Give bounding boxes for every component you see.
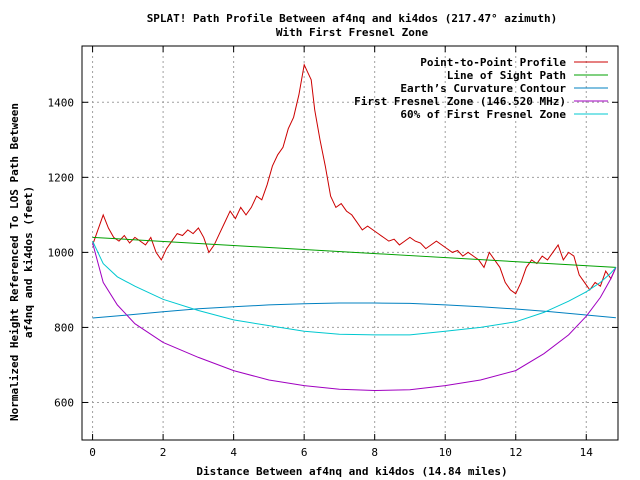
- legend-entry-fresnel-60-label: 60% of First Fresnel Zone: [400, 108, 566, 121]
- y-tick-label: 600: [54, 396, 74, 409]
- y-axis-label-line-2: af4nq and ki4dos (feet): [22, 186, 35, 338]
- earth-curvature-line: [92, 302, 616, 319]
- line-of-sight-line: [92, 236, 616, 268]
- legend-entry-line-of-sight-label: Line of Sight Path: [447, 69, 566, 82]
- legend-entry-profile-label: Point-to-Point Profile: [420, 56, 566, 69]
- x-tick-label: 10: [439, 446, 452, 459]
- y-tick-label: 800: [54, 321, 74, 334]
- fresnel-60-line: [92, 240, 617, 336]
- x-tick-label: 0: [89, 446, 96, 459]
- y-tick-label: 1000: [48, 246, 75, 259]
- y-tick-label: 1200: [48, 171, 75, 184]
- x-tick-label: 12: [509, 446, 522, 459]
- axis-ticks: 0 2 4 6 8 10 12 14 600 800 1000 1200 1400: [48, 46, 618, 459]
- x-tick-label: 6: [301, 446, 308, 459]
- grid: [82, 46, 618, 440]
- chart-title: SPLAT! Path Profile Between af4nq and ki…: [147, 12, 558, 25]
- series-lines: [92, 63, 617, 392]
- x-tick-label: 2: [160, 446, 167, 459]
- y-axis-label-line-1: Normalized Height Referenced To LOS Path…: [8, 103, 21, 421]
- fresnel-zone-line: [92, 242, 617, 392]
- y-tick-label: 1400: [48, 96, 75, 109]
- x-tick-label: 4: [230, 446, 237, 459]
- chart-subtitle: With First Fresnel Zone: [276, 26, 429, 39]
- x-tick-label: 8: [371, 446, 378, 459]
- profile-line: [92, 63, 617, 295]
- x-tick-label: 14: [580, 446, 594, 459]
- x-axis-label: Distance Between af4nq and ki4dos (14.84…: [196, 465, 507, 478]
- plot-frame: [81, 45, 619, 441]
- legend-entry-fresnel-zone-label: First Fresnel Zone (146.520 MHz): [354, 95, 566, 108]
- legend-entry-earth-curvature-label: Earth’s Curvature Contour: [400, 82, 566, 95]
